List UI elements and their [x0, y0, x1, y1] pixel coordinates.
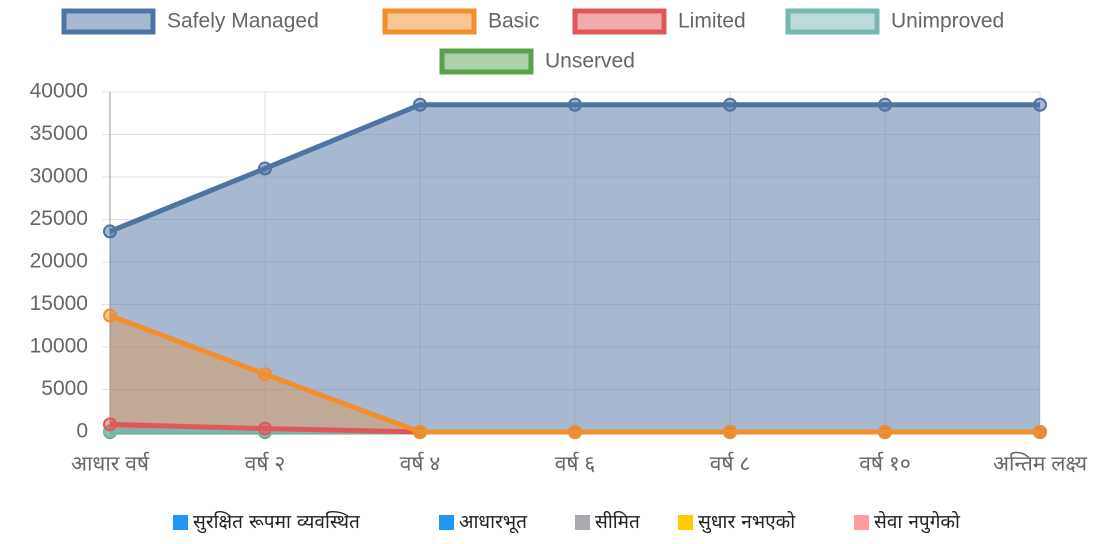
point	[258, 367, 272, 382]
point	[568, 425, 582, 439]
legend-label: Unimproved	[891, 10, 1004, 33]
legend-label: Unserved	[545, 50, 635, 73]
y-tick-label: 0	[76, 420, 88, 443]
x-tick-label: वर्ष ६	[555, 452, 596, 476]
legend-label: आधारभूत	[459, 511, 528, 534]
x-tick-label: वर्ष १०	[859, 452, 911, 476]
legend-label: सुरक्षित रूपमा व्यवस्थित	[193, 510, 361, 534]
point	[258, 161, 272, 176]
area	[110, 315, 1040, 432]
x-tick-label: वर्ष ४	[400, 452, 441, 476]
point	[723, 97, 737, 112]
point	[878, 425, 892, 439]
legend-label: सीमित	[595, 510, 641, 533]
x-tick-label: वर्ष २	[245, 452, 286, 476]
area	[110, 104, 1040, 432]
legend-label: Limited	[678, 10, 746, 33]
legend-label: सेवा नपुगेको	[874, 510, 961, 534]
legend-swatch	[61, 8, 156, 35]
legend-swatch	[575, 515, 590, 530]
y-tick-label: 40000	[30, 80, 88, 103]
point	[413, 425, 427, 439]
legend-swatch	[678, 515, 693, 530]
legend-swatch	[572, 8, 667, 35]
y-tick-label: 5000	[41, 377, 88, 400]
legend-label: Safely Managed	[167, 10, 319, 33]
point	[1033, 97, 1047, 112]
legend-swatch	[382, 8, 477, 35]
point	[413, 97, 427, 112]
x-tick-label: अन्तिम लक्ष्य	[993, 452, 1088, 476]
y-tick-label: 35000	[30, 122, 88, 145]
y-tick-label: 20000	[30, 250, 88, 273]
legend-label: सुधार नभएको	[698, 510, 796, 534]
point	[103, 224, 117, 239]
x-tick-label: आधार वर्ष	[71, 452, 150, 476]
y-tick-label: 15000	[30, 292, 88, 315]
x-tick-label: वर्ष ८	[710, 452, 751, 476]
legend-swatch	[854, 515, 869, 530]
y-tick-label: 25000	[30, 207, 88, 230]
legend-swatch	[439, 48, 534, 75]
point	[103, 308, 117, 323]
point	[568, 97, 582, 112]
legend-label: Basic	[488, 10, 539, 33]
point	[1033, 425, 1047, 439]
point	[723, 425, 737, 439]
legend-swatch	[439, 515, 454, 530]
point	[103, 417, 117, 432]
y-tick-label: 30000	[30, 165, 88, 188]
y-tick-label: 10000	[30, 335, 88, 358]
point	[258, 421, 272, 436]
legend-swatch	[173, 515, 188, 530]
legend-swatch	[785, 8, 880, 35]
point	[878, 97, 892, 112]
